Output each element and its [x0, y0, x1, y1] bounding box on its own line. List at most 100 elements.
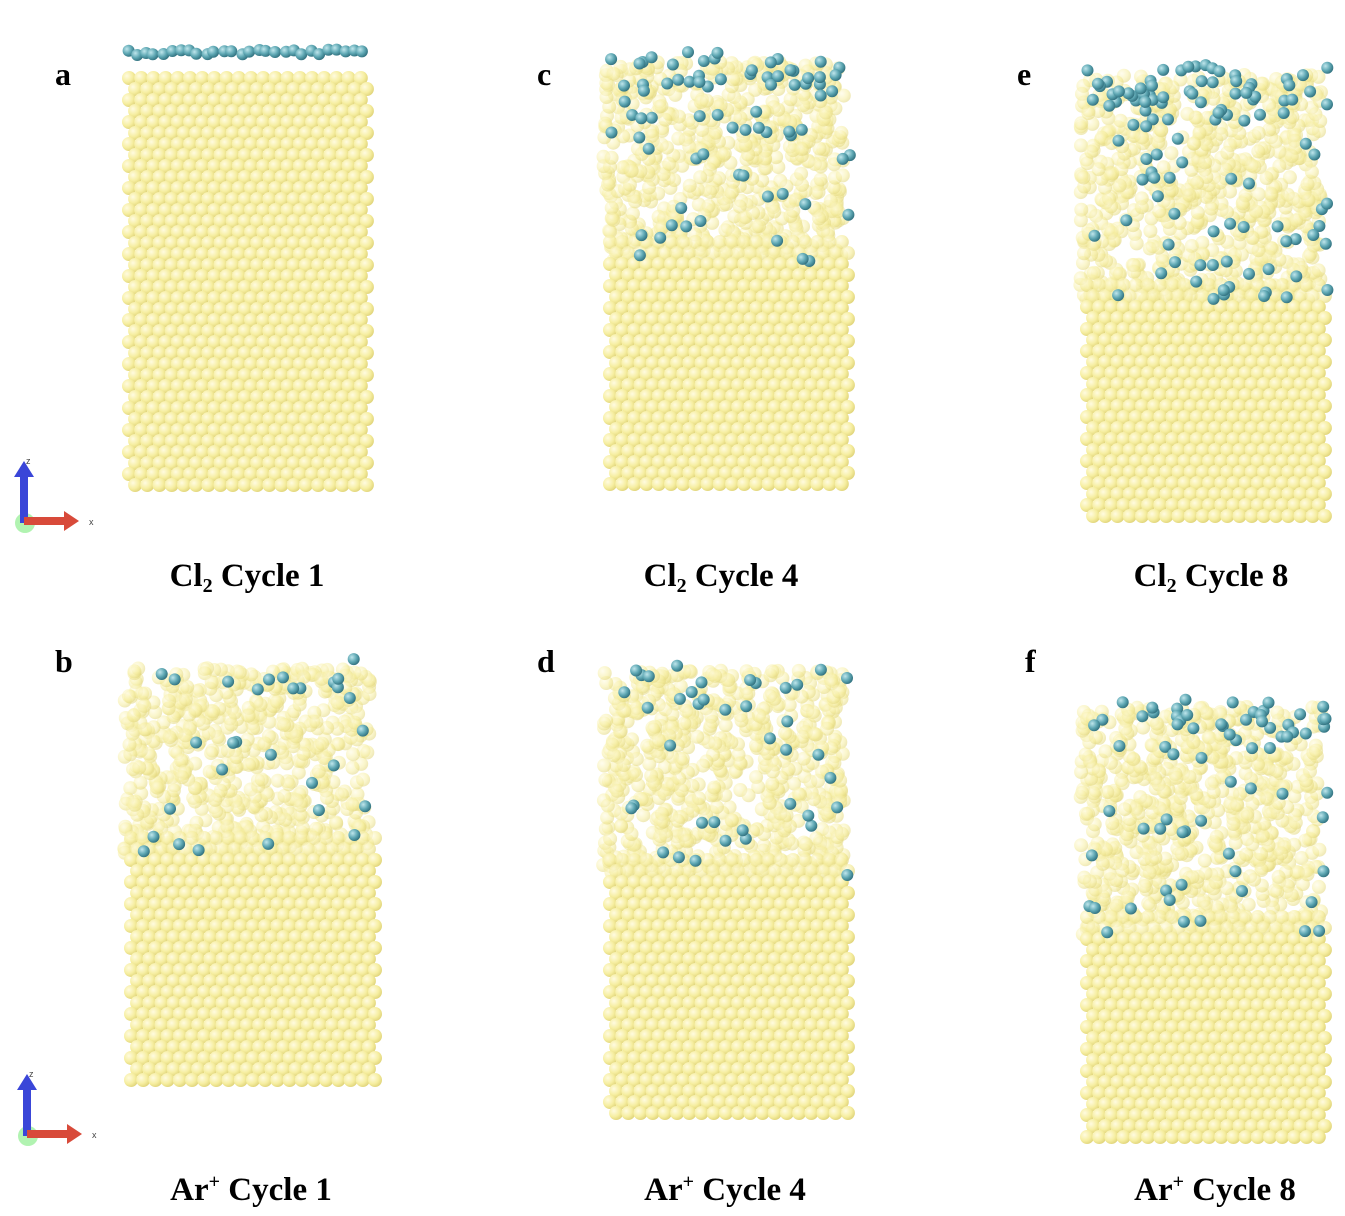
panel-letter-d: d	[537, 643, 555, 679]
substrate-atom	[1281, 311, 1296, 325]
substrate-atom	[331, 941, 346, 955]
substrate-atom	[331, 1007, 346, 1021]
substrate-atom	[227, 705, 242, 720]
substrate-atom	[1232, 355, 1247, 369]
substrate-atom	[645, 444, 660, 458]
substrate-atom	[252, 1062, 267, 1076]
substrate-atom	[335, 126, 350, 140]
substrate-atom	[164, 148, 179, 162]
substrate-atom	[359, 456, 374, 470]
substrate-atom	[767, 268, 782, 282]
substrate-atom	[773, 257, 788, 271]
substrate-atom	[244, 137, 258, 151]
substrate-atom	[209, 875, 224, 889]
substrate-atom	[622, 177, 637, 192]
substrate-atom	[792, 312, 807, 326]
substrate-atom	[334, 787, 349, 802]
substrate-atom	[1226, 454, 1241, 468]
substrate-atom	[1153, 278, 1168, 292]
substrate-atom	[1128, 476, 1143, 490]
substrate-atom	[1177, 454, 1192, 468]
substrate-atom	[1214, 300, 1229, 314]
substrate-atom	[195, 71, 210, 85]
substrate-atom	[237, 434, 252, 448]
substrate-atom	[286, 170, 301, 184]
substrate-atom	[1171, 421, 1186, 435]
substrate-atom	[828, 444, 843, 458]
substrate-atom	[651, 455, 666, 469]
substrate-atom	[170, 225, 185, 239]
substrate-atom	[231, 467, 246, 481]
substrate-atom	[664, 301, 678, 315]
substrate-atom	[233, 853, 248, 867]
substrate-atom	[773, 455, 788, 469]
substrate-atom	[1292, 77, 1307, 92]
substrate-atom	[1305, 355, 1320, 369]
substrate-atom	[664, 279, 678, 293]
adsorbate-atom	[752, 121, 765, 134]
substrate-atom	[183, 159, 197, 173]
substrate-atom	[749, 345, 764, 359]
substrate-atom	[239, 930, 254, 944]
substrate-atom	[280, 203, 295, 217]
substrate-atom	[1214, 344, 1229, 358]
substrate-atom	[329, 313, 344, 327]
substrate-atom	[356, 772, 371, 787]
substrate-atom	[189, 280, 204, 294]
substrate-atom	[353, 445, 368, 459]
substrate-atom	[794, 142, 809, 157]
adsorbate-atom	[761, 190, 774, 203]
substrate-atom	[731, 290, 746, 304]
substrate-atom	[1092, 388, 1107, 402]
substrate-atom	[775, 671, 790, 686]
substrate-atom	[786, 235, 800, 249]
substrate-atom	[621, 246, 636, 260]
substrate-atom	[676, 411, 691, 425]
substrate-atom	[1171, 509, 1186, 523]
substrate-atom	[286, 390, 301, 404]
substrate-atom	[1128, 410, 1143, 424]
substrate-atom	[311, 148, 326, 162]
substrate-atom	[712, 433, 727, 447]
substrate-atom	[166, 1040, 181, 1054]
substrate-atom	[170, 401, 185, 415]
substrate-atom	[195, 357, 210, 371]
substrate-atom	[1153, 432, 1168, 446]
substrate-atom	[1259, 171, 1274, 185]
substrate-atom	[262, 478, 277, 492]
substrate-atom	[816, 334, 831, 348]
substrate-atom	[288, 996, 303, 1010]
adsorbate-atom	[697, 55, 710, 67]
substrate-atom	[233, 897, 248, 911]
substrate-atom	[1183, 509, 1198, 523]
substrate-atom	[368, 853, 382, 867]
substrate-atom	[1238, 300, 1253, 314]
adsorbate-atom	[635, 229, 648, 242]
substrate-atom	[615, 389, 630, 403]
substrate-atom	[189, 148, 204, 162]
substrate-atom	[158, 115, 173, 129]
substrate-atom	[361, 864, 376, 878]
substrate-atom	[353, 181, 368, 195]
substrate-atom	[359, 170, 374, 184]
substrate-atom	[1220, 355, 1235, 369]
substrate-atom	[160, 941, 175, 955]
substrate-atom	[172, 963, 187, 977]
substrate-atom	[349, 842, 364, 856]
substrate-atom	[292, 181, 307, 195]
substrate-atom	[1128, 322, 1143, 336]
substrate-atom	[246, 919, 260, 933]
substrate-atom	[323, 126, 338, 140]
substrate-atom	[349, 930, 364, 944]
substrate-atom	[227, 842, 242, 856]
substrate-atom	[700, 279, 715, 293]
substrate-atom	[761, 257, 776, 271]
substrate-atom	[1293, 355, 1308, 369]
substrate-atom	[822, 367, 837, 381]
substrate-atom	[822, 301, 837, 315]
substrate-atom	[767, 334, 782, 348]
substrate-atom	[274, 280, 289, 294]
substrate-atom	[840, 246, 855, 260]
substrate-atom	[1272, 252, 1287, 267]
substrate-atom	[359, 434, 374, 448]
